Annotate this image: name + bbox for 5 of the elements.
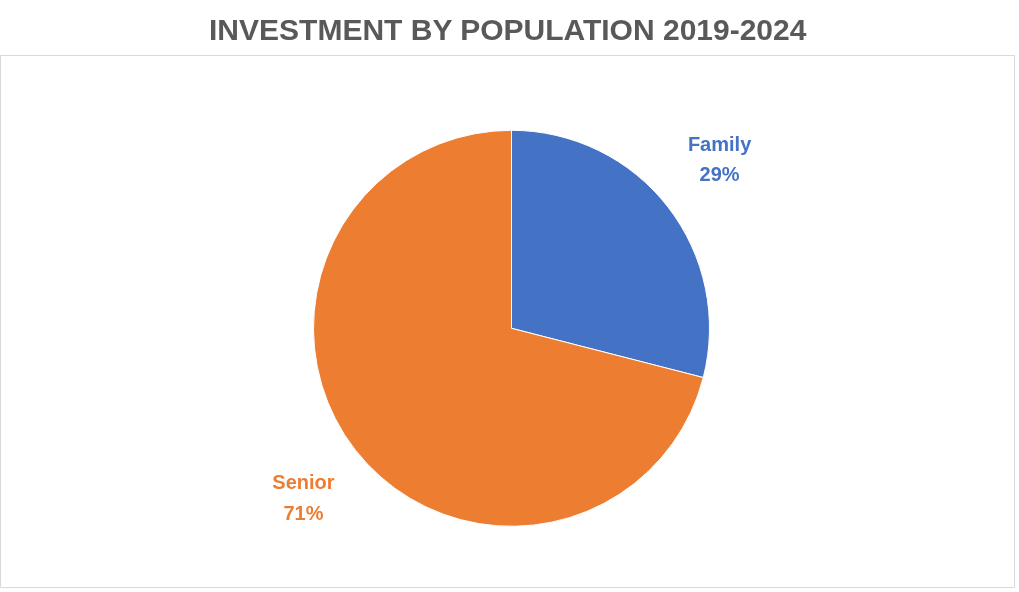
slice-label: Family — [687, 132, 753, 155]
slice-label: Senior — [272, 471, 335, 494]
data-label: 29% — [699, 163, 740, 186]
data-label: 71% — [283, 502, 324, 525]
chart-title: INVESTMENT BY POPULATION 2019-2024 — [209, 12, 807, 46]
